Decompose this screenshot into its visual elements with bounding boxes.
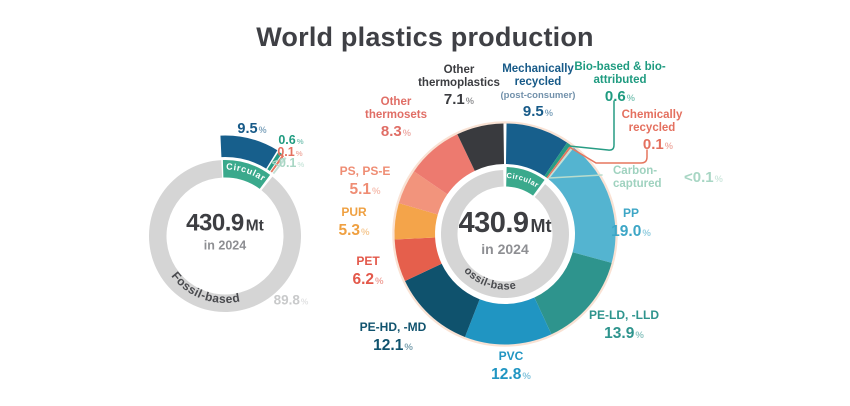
right-donut-center-label: 430.9 Mt in 2024 xyxy=(458,207,551,257)
right-ring-circular-arc xyxy=(506,167,545,196)
segment-other-thermoplastics xyxy=(457,123,505,171)
left-seg-carbon-captured xyxy=(272,157,287,175)
label-pvc: PVC 12.8% xyxy=(491,349,531,383)
total-production-year: in 2024 xyxy=(203,238,247,253)
label-pur: PUR 5.3% xyxy=(338,205,370,239)
left-seg-chemically-recycled xyxy=(270,154,285,173)
label-chemically-recycled: Chemically recycled 0.1% xyxy=(621,109,683,154)
segment-pur xyxy=(394,203,438,240)
chart-title: World plastics production xyxy=(256,22,594,52)
right-donut-halo xyxy=(392,121,618,347)
segment-pet xyxy=(394,237,442,282)
left-label-bio-based-pct: 0.6% xyxy=(278,133,304,147)
segment-pe-ld-lld xyxy=(534,252,612,335)
total-production-value: 430.9 xyxy=(458,207,529,239)
total-production-unit: Mt xyxy=(245,217,264,235)
label-mechanically-recycled: Mechanically recycled (post-consumer) 9.… xyxy=(500,63,576,120)
left-donut-center-label: 430.9 Mt in 2024 xyxy=(186,210,264,253)
label-pe-hd-md: PE-HD, -MD 12.1% xyxy=(359,320,427,354)
segment-pe-hd-md xyxy=(405,263,480,337)
label-carbon-captured: Carbon-captured <0.1% xyxy=(613,165,723,191)
total-production-value: 430.9 xyxy=(186,209,244,237)
left-seg-mechanically-recycled xyxy=(220,135,278,169)
leader-line-carbon-captured xyxy=(548,174,603,179)
segment-bio-based-bio-attributed xyxy=(544,142,571,178)
left-seg-bio-based xyxy=(267,151,282,171)
label-pet: PET 6.2% xyxy=(352,254,384,288)
leader-line-chemically-recycled xyxy=(570,147,648,164)
total-production-year: in 2024 xyxy=(481,241,529,257)
leader-line-bio-based xyxy=(568,100,615,151)
left-ring-circular-arc xyxy=(222,160,271,189)
left-fossil-based-arc-label: Fossil-based xyxy=(169,269,241,306)
label-ps-ps-e: PS, PS-E 5.1% xyxy=(339,164,391,198)
segment-mechanically-recycled xyxy=(505,123,568,177)
segment-carbon-captured xyxy=(547,146,574,180)
label-pp: PP 19.0% xyxy=(611,206,651,240)
left-label-chemically-recycled-pct: 0.1% xyxy=(277,144,303,159)
segment-ps-ps-e xyxy=(398,171,448,215)
left-label-fossil-based-pct: 89.8% xyxy=(273,292,309,308)
label-bio-based: Bio-based & bio-attributed 0.6% xyxy=(574,61,666,106)
segment-pvc xyxy=(464,297,552,345)
total-production-unit: Mt xyxy=(530,216,552,236)
left-label-carbon-captured-pct: <0.1% xyxy=(271,156,305,170)
label-other-thermosets: Other thermosets 8.3% xyxy=(365,96,427,141)
label-pe-ld-lld: PE-LD, -LLD 13.9% xyxy=(589,308,659,342)
segment-chemically-recycled xyxy=(546,145,573,179)
segment-other-thermosets xyxy=(414,134,475,195)
left-label-mechanically-recycled-pct: 9.5% xyxy=(237,121,267,137)
label-other-thermoplastics: Other thermoplastics 7.1% xyxy=(418,64,500,109)
